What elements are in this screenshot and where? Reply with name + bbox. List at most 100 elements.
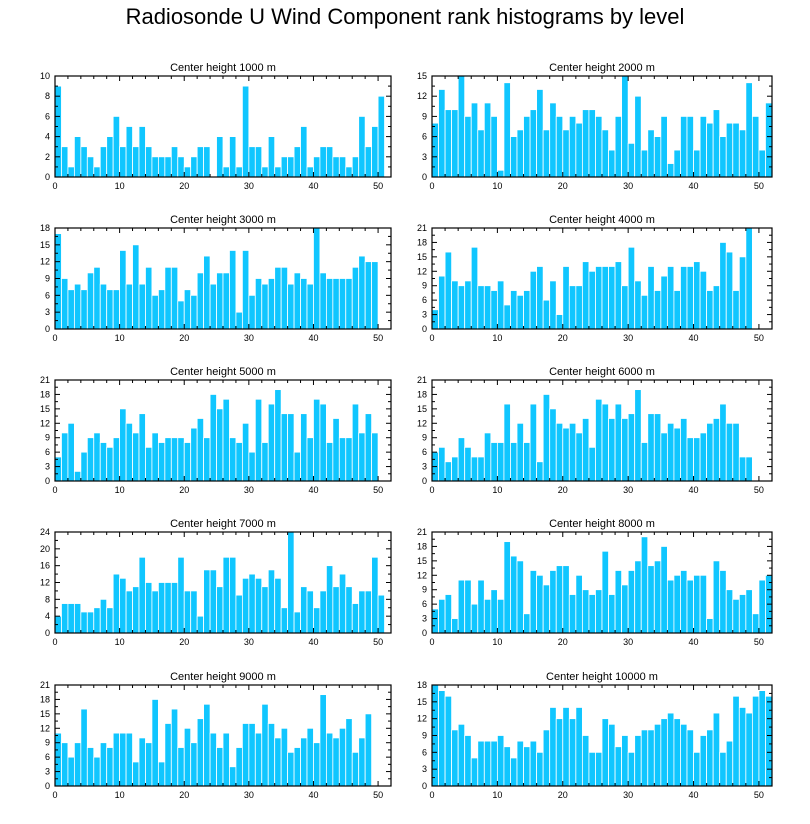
x-tick-label: 0 (429, 637, 434, 647)
histogram-bar (80, 289, 88, 330)
y-tick-label: 4 (45, 132, 50, 142)
histogram-bar (300, 586, 308, 634)
histogram-bar (503, 82, 511, 178)
panel-title: Center height 5000 m (170, 366, 276, 378)
histogram-bar (621, 285, 629, 330)
histogram-bar (119, 250, 127, 330)
y-tick-label: 10 (40, 71, 50, 81)
histogram-bar (313, 398, 321, 482)
histogram-bar (634, 560, 642, 634)
histogram-bar (529, 570, 538, 634)
histogram-bar (61, 742, 69, 787)
x-tick-label: 10 (492, 637, 502, 647)
histogram-bar (693, 149, 701, 178)
y-tick-label: 12 (417, 570, 427, 580)
histogram-bar (523, 746, 531, 787)
y-tick-label: 6 (422, 295, 427, 305)
histogram-bar (568, 285, 577, 330)
histogram-bar (254, 146, 263, 178)
histogram-bar (145, 582, 153, 634)
histogram-bar (640, 536, 649, 634)
histogram-bar (686, 116, 694, 178)
x-tick-label: 50 (754, 333, 764, 343)
y-tick-label: 0 (422, 476, 427, 486)
histogram-bar (470, 456, 479, 482)
x-tick-label: 50 (373, 485, 383, 495)
y-tick-label: 4 (45, 611, 50, 621)
histogram-bar (510, 290, 518, 330)
histogram-bar (112, 732, 121, 787)
y-tick-label: 9 (45, 738, 50, 748)
histogram-bar (451, 109, 459, 178)
histogram-bar (67, 166, 75, 178)
y-tick-label: 15 (417, 697, 427, 707)
histogram-bar (254, 577, 263, 634)
y-tick-label: 12 (40, 578, 50, 588)
histogram-panel-7: Center height 7000 m 0 10 20 30 40 50 0 4 8 12 16 20… (40, 518, 392, 647)
histogram-bar (510, 757, 518, 787)
histogram-bar (358, 116, 366, 178)
y-tick-label: 0 (422, 324, 427, 334)
histogram-bar (595, 398, 603, 482)
histogram-bar (549, 102, 557, 178)
histogram-bar (93, 607, 101, 634)
histogram-bar (732, 598, 740, 634)
histogram-bar (86, 611, 95, 634)
histogram-bar (86, 272, 95, 330)
histogram-bar (555, 116, 564, 178)
histogram-bar (706, 618, 714, 634)
histogram-bar (588, 446, 596, 482)
histogram-bar (738, 594, 747, 634)
y-tick-label: 8 (45, 594, 50, 604)
panel-title: Center height 6000 m (549, 366, 655, 378)
y-tick-label: 24 (40, 527, 50, 537)
x-tick-label: 0 (429, 181, 434, 191)
histogram-bar (261, 703, 269, 787)
x-tick-label: 50 (373, 790, 383, 800)
histogram-bar (190, 590, 198, 634)
histogram-bar (306, 283, 314, 330)
histogram-bar (653, 560, 662, 634)
histogram-bar (235, 166, 243, 178)
x-tick-label: 50 (373, 637, 383, 647)
histogram-bar (693, 261, 701, 330)
y-tick-label: 6 (422, 599, 427, 609)
histogram-bar (112, 116, 121, 178)
histogram-bar (54, 456, 62, 482)
x-tick-label: 20 (558, 333, 568, 343)
histogram-panel-4: Center height 4000 m 0 10 20 30 40 50 0 3 6 9 12 15 1… (417, 214, 773, 343)
histogram-bar (542, 729, 551, 787)
histogram-bar (280, 266, 289, 330)
panel-title: Center height 7000 m (170, 518, 276, 530)
x-tick-label: 0 (429, 485, 434, 495)
histogram-bar (457, 285, 466, 330)
y-tick-label: 6 (45, 290, 50, 300)
histogram-bar (738, 129, 747, 178)
histogram-bar (542, 129, 551, 178)
histogram-bar (106, 607, 114, 634)
histogram-bar (196, 272, 205, 330)
histogram-bar (73, 742, 82, 787)
y-tick-label: 12 (417, 418, 427, 428)
histogram-bar (555, 314, 564, 330)
histogram-bar (529, 403, 538, 482)
y-tick-label: 3 (45, 462, 50, 472)
figure-title: Radiosonde U Wind Component rank histogr… (125, 4, 685, 29)
histogram-bar (719, 242, 727, 330)
histogram-bar (345, 586, 353, 634)
histogram-bar (157, 442, 166, 482)
histogram-bar (477, 129, 485, 178)
panel-title: Center height 9000 m (170, 671, 276, 683)
histogram-bar (706, 729, 714, 787)
histogram-bar (660, 116, 668, 178)
histogram-bar (647, 413, 655, 482)
histogram-bar (614, 570, 623, 634)
histogram-bar (325, 565, 334, 634)
histogram-bar (634, 95, 642, 178)
histogram-bar (510, 136, 518, 178)
histogram-bar (358, 432, 366, 482)
y-tick-label: 18 (417, 680, 427, 690)
histogram-bar (106, 136, 114, 178)
x-tick-label: 0 (52, 181, 57, 191)
histogram-bar (529, 740, 538, 787)
